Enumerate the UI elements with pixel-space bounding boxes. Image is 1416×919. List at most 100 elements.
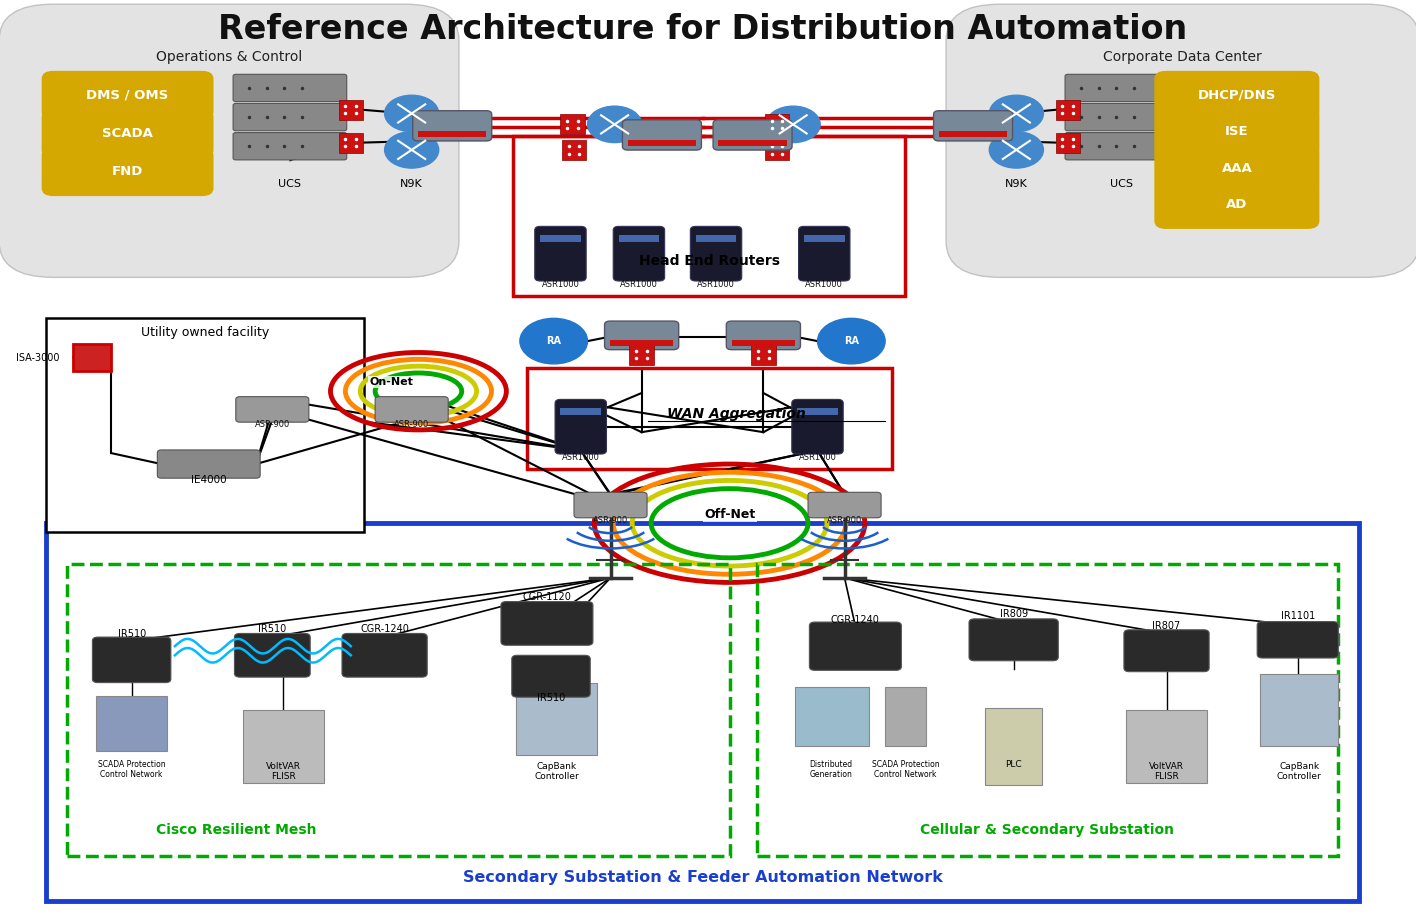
FancyBboxPatch shape	[96, 697, 167, 751]
Text: On-Net: On-Net	[370, 377, 413, 387]
Circle shape	[817, 318, 885, 364]
FancyBboxPatch shape	[501, 602, 593, 645]
FancyBboxPatch shape	[338, 100, 362, 119]
FancyBboxPatch shape	[605, 321, 678, 349]
FancyBboxPatch shape	[623, 119, 701, 150]
Text: ASR-900: ASR-900	[827, 516, 862, 525]
Text: ASR-900: ASR-900	[394, 420, 429, 429]
Text: AD: AD	[1226, 198, 1247, 211]
FancyBboxPatch shape	[1155, 144, 1318, 192]
Text: Off-Net: Off-Net	[704, 507, 755, 521]
FancyBboxPatch shape	[630, 345, 654, 365]
FancyBboxPatch shape	[1065, 104, 1178, 130]
FancyBboxPatch shape	[1155, 72, 1318, 119]
FancyBboxPatch shape	[1260, 674, 1338, 746]
Text: ASR1000: ASR1000	[697, 280, 735, 289]
FancyBboxPatch shape	[804, 234, 844, 242]
FancyBboxPatch shape	[1055, 100, 1080, 119]
Text: ASR1000: ASR1000	[806, 280, 843, 289]
Circle shape	[990, 96, 1044, 131]
Text: Corporate Data Center: Corporate Data Center	[1103, 50, 1262, 63]
FancyBboxPatch shape	[242, 710, 324, 783]
Text: WAN Aggregation: WAN Aggregation	[667, 407, 806, 421]
FancyBboxPatch shape	[562, 140, 586, 160]
Text: VoltVAR
FLISR: VoltVAR FLISR	[1148, 762, 1184, 781]
FancyBboxPatch shape	[561, 408, 600, 414]
FancyBboxPatch shape	[0, 5, 459, 278]
Text: IR510: IR510	[258, 624, 286, 634]
Text: UCS: UCS	[279, 179, 302, 189]
FancyBboxPatch shape	[613, 226, 664, 281]
Text: SCADA: SCADA	[102, 127, 153, 140]
Text: DHCP/DNS: DHCP/DNS	[1198, 89, 1276, 102]
Text: VoltVAR
FLISR: VoltVAR FLISR	[266, 762, 300, 781]
FancyBboxPatch shape	[412, 110, 491, 141]
Text: IR1101: IR1101	[1280, 611, 1315, 620]
Circle shape	[766, 107, 820, 142]
FancyBboxPatch shape	[726, 321, 800, 349]
FancyBboxPatch shape	[946, 5, 1416, 278]
Text: ISA-3000: ISA-3000	[17, 353, 59, 362]
FancyBboxPatch shape	[619, 234, 660, 242]
FancyBboxPatch shape	[933, 110, 1012, 141]
FancyBboxPatch shape	[1065, 132, 1178, 160]
FancyBboxPatch shape	[235, 633, 310, 677]
FancyBboxPatch shape	[375, 397, 449, 422]
Text: Operations & Control: Operations & Control	[156, 50, 302, 63]
Text: Head End Routers: Head End Routers	[639, 255, 780, 268]
Text: AAA: AAA	[1222, 162, 1252, 175]
Text: CGR-1120: CGR-1120	[523, 593, 572, 603]
Text: Utility owned facility: Utility owned facility	[142, 325, 269, 338]
FancyBboxPatch shape	[1155, 181, 1318, 228]
FancyBboxPatch shape	[885, 687, 926, 746]
FancyBboxPatch shape	[765, 114, 789, 134]
Text: ASR1000: ASR1000	[541, 280, 579, 289]
FancyBboxPatch shape	[1257, 621, 1338, 658]
FancyBboxPatch shape	[234, 104, 347, 130]
FancyBboxPatch shape	[969, 618, 1058, 661]
FancyBboxPatch shape	[338, 132, 362, 153]
Text: ASR1000: ASR1000	[799, 453, 837, 462]
FancyBboxPatch shape	[573, 493, 647, 517]
FancyBboxPatch shape	[610, 340, 673, 346]
FancyBboxPatch shape	[986, 708, 1042, 785]
FancyBboxPatch shape	[47, 523, 1358, 902]
Text: Distributed
Generation: Distributed Generation	[810, 760, 852, 779]
Text: CGR-1240: CGR-1240	[360, 624, 409, 634]
FancyBboxPatch shape	[42, 72, 212, 119]
FancyBboxPatch shape	[234, 132, 347, 160]
FancyBboxPatch shape	[627, 140, 697, 146]
Text: DMS / OMS: DMS / OMS	[86, 89, 169, 102]
FancyBboxPatch shape	[794, 687, 869, 746]
Text: N9K: N9K	[401, 179, 423, 189]
FancyBboxPatch shape	[47, 318, 364, 532]
FancyBboxPatch shape	[539, 234, 581, 242]
Circle shape	[520, 318, 588, 364]
FancyBboxPatch shape	[1124, 630, 1209, 672]
FancyBboxPatch shape	[234, 74, 347, 102]
Circle shape	[990, 131, 1044, 168]
FancyBboxPatch shape	[732, 340, 794, 346]
Text: SCADA Protection
Control Network: SCADA Protection Control Network	[872, 760, 939, 779]
Text: IR510: IR510	[537, 693, 565, 703]
Text: ASR-900: ASR-900	[593, 516, 629, 525]
FancyBboxPatch shape	[42, 148, 212, 196]
FancyBboxPatch shape	[343, 633, 428, 677]
FancyBboxPatch shape	[74, 344, 112, 371]
Text: FND: FND	[112, 165, 143, 178]
Circle shape	[588, 107, 641, 142]
Text: IR807: IR807	[1153, 620, 1181, 630]
FancyBboxPatch shape	[1065, 74, 1178, 102]
FancyBboxPatch shape	[797, 408, 838, 414]
Text: IE4000: IE4000	[191, 475, 227, 485]
Text: ASR1000: ASR1000	[562, 453, 600, 462]
FancyBboxPatch shape	[92, 637, 171, 683]
FancyBboxPatch shape	[555, 400, 606, 454]
FancyBboxPatch shape	[714, 119, 792, 150]
FancyBboxPatch shape	[792, 400, 843, 454]
FancyBboxPatch shape	[157, 450, 261, 478]
FancyBboxPatch shape	[809, 493, 881, 517]
FancyBboxPatch shape	[691, 226, 742, 281]
FancyBboxPatch shape	[561, 114, 585, 134]
FancyBboxPatch shape	[42, 109, 212, 157]
